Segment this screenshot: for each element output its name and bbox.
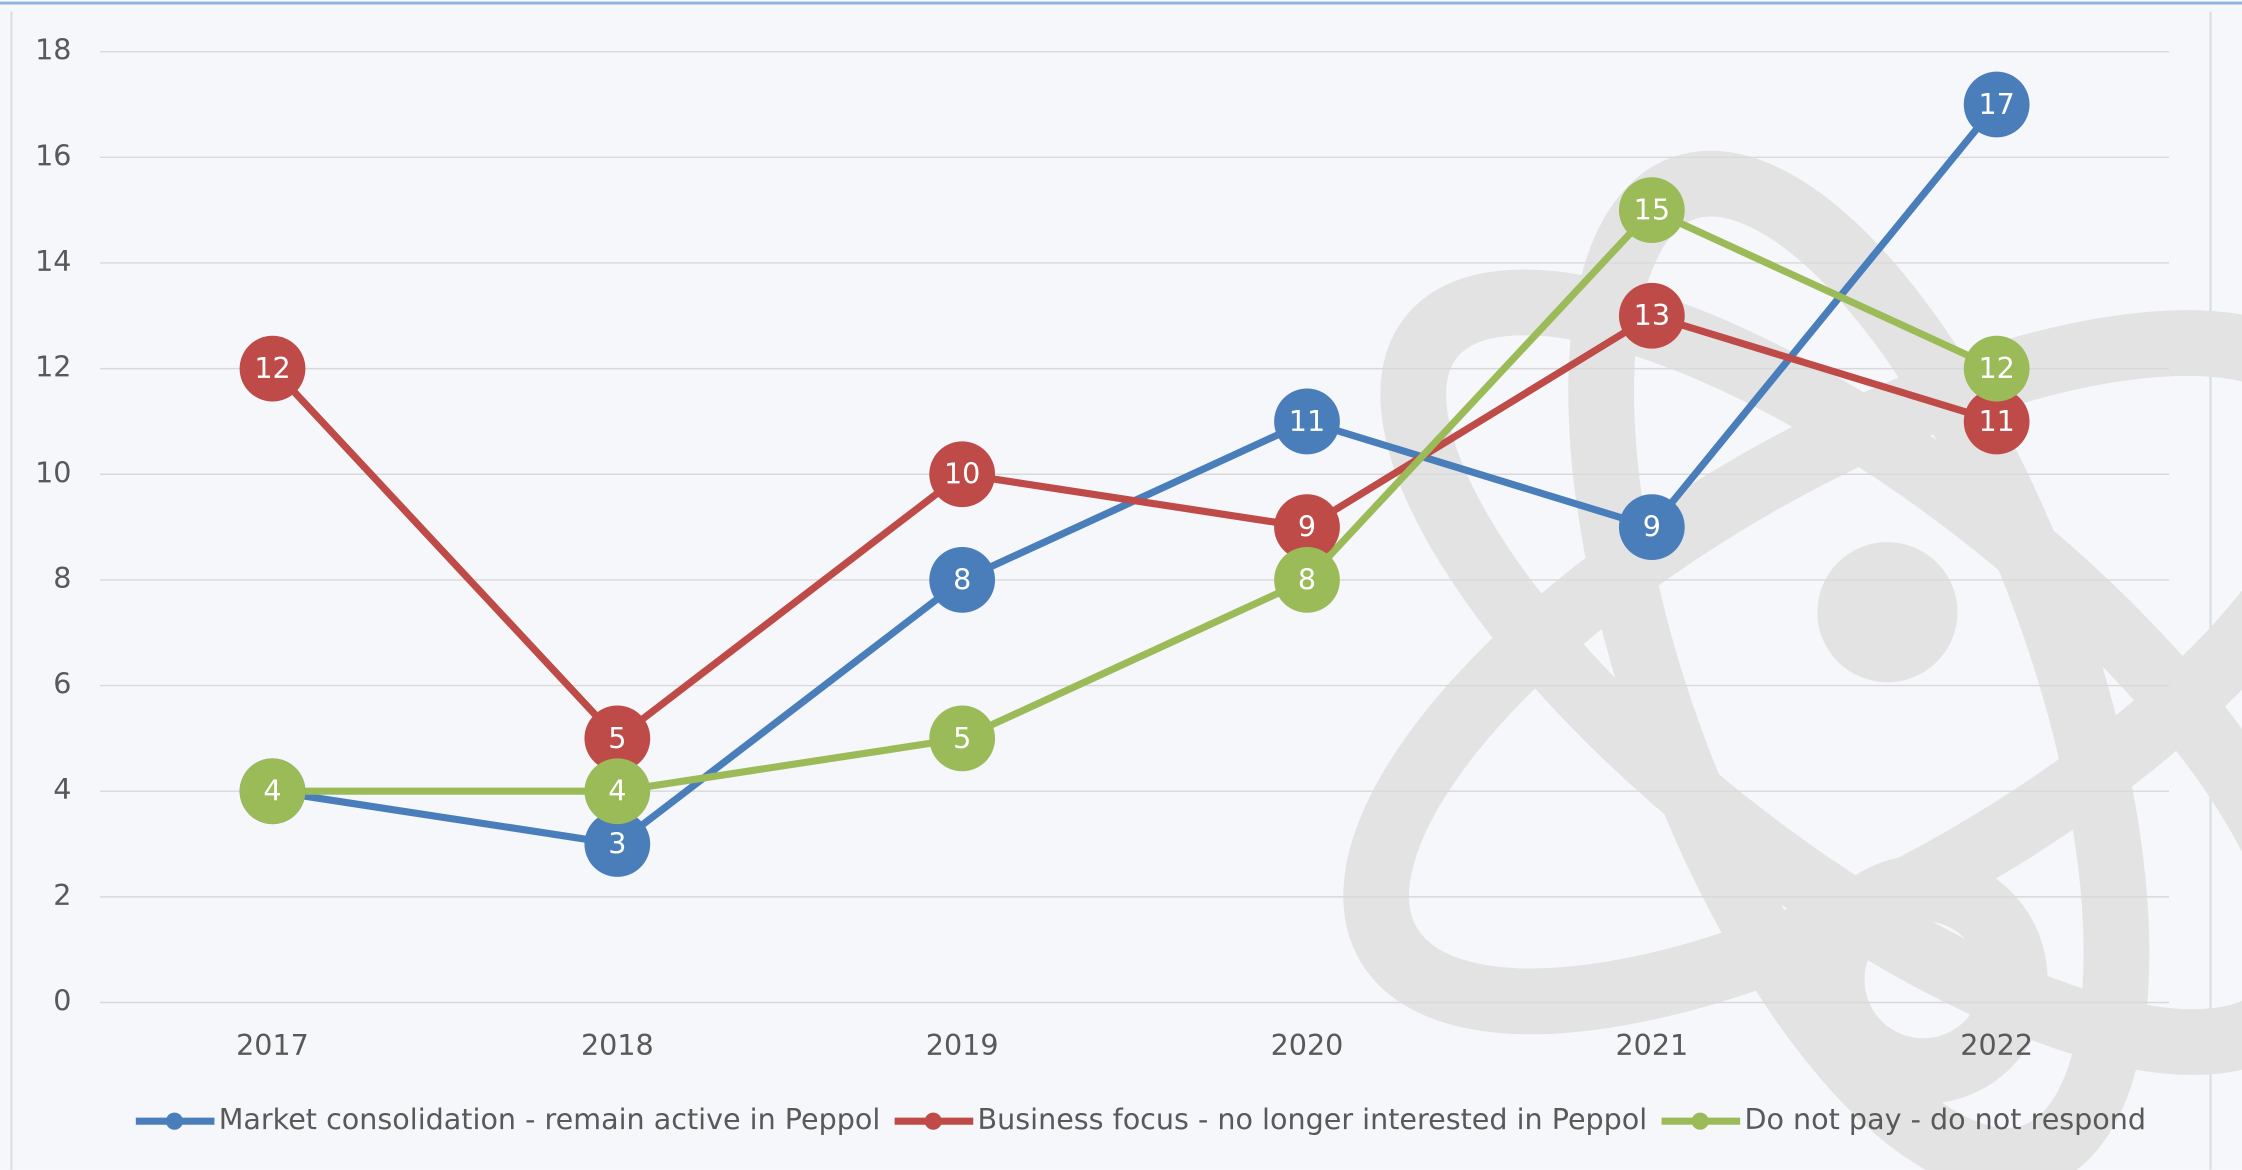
y-tick-label: 8 [53,561,71,595]
y-tick-label: 10 [35,455,71,489]
data-label: 8 [1298,562,1316,596]
y-tick-label: 6 [53,667,71,701]
x-tick-label: 2021 [1615,1028,1688,1062]
chart: 0 2 4 6 8 10 12 14 16 18 2017 2018 2019 2020 2021 2022 4… [0,0,2242,1170]
data-label: 5 [953,721,971,755]
data-label: 5 [608,721,626,755]
data-label: 12 [1978,351,2014,385]
data-label: 11 [1289,404,1325,438]
data-label: 12 [254,351,290,385]
data-label: 17 [1978,87,2014,121]
legend-label: Do not pay - do not respond [1744,1102,2146,1136]
y-tick-label: 0 [53,984,71,1018]
y-tick-label: 12 [35,350,71,384]
x-tick-label: 2022 [1960,1028,2033,1062]
x-tick-label: 2017 [236,1028,309,1062]
legend-label: Market consolidation - remain active in … [219,1102,881,1136]
legend-marker [1692,1113,1709,1130]
data-label: 4 [263,774,281,808]
data-label: 11 [1978,404,2014,438]
x-tick-label: 2019 [926,1028,999,1062]
y-tick-label: 16 [35,138,71,172]
data-label: 4 [608,774,626,808]
y-tick-label: 18 [35,33,71,67]
data-label: 13 [1634,298,1670,332]
page: {"chart_data": {"type": "line", "categor… [0,0,2242,1170]
y-tick-label: 2 [53,878,71,912]
y-tick-label: 4 [53,772,71,806]
y-tick-label: 14 [35,244,71,278]
data-label: 9 [1643,510,1661,544]
data-label: 9 [1298,510,1316,544]
data-label: 15 [1634,193,1670,227]
x-tick-label: 2020 [1271,1028,1344,1062]
legend-label: Business focus - no longer interested in… [978,1102,1648,1136]
data-label: 3 [608,826,626,860]
data-label: 8 [953,562,971,596]
data-label: 10 [944,457,980,491]
legend-marker [925,1113,942,1130]
legend-marker [166,1113,183,1130]
x-tick-label: 2018 [581,1028,654,1062]
